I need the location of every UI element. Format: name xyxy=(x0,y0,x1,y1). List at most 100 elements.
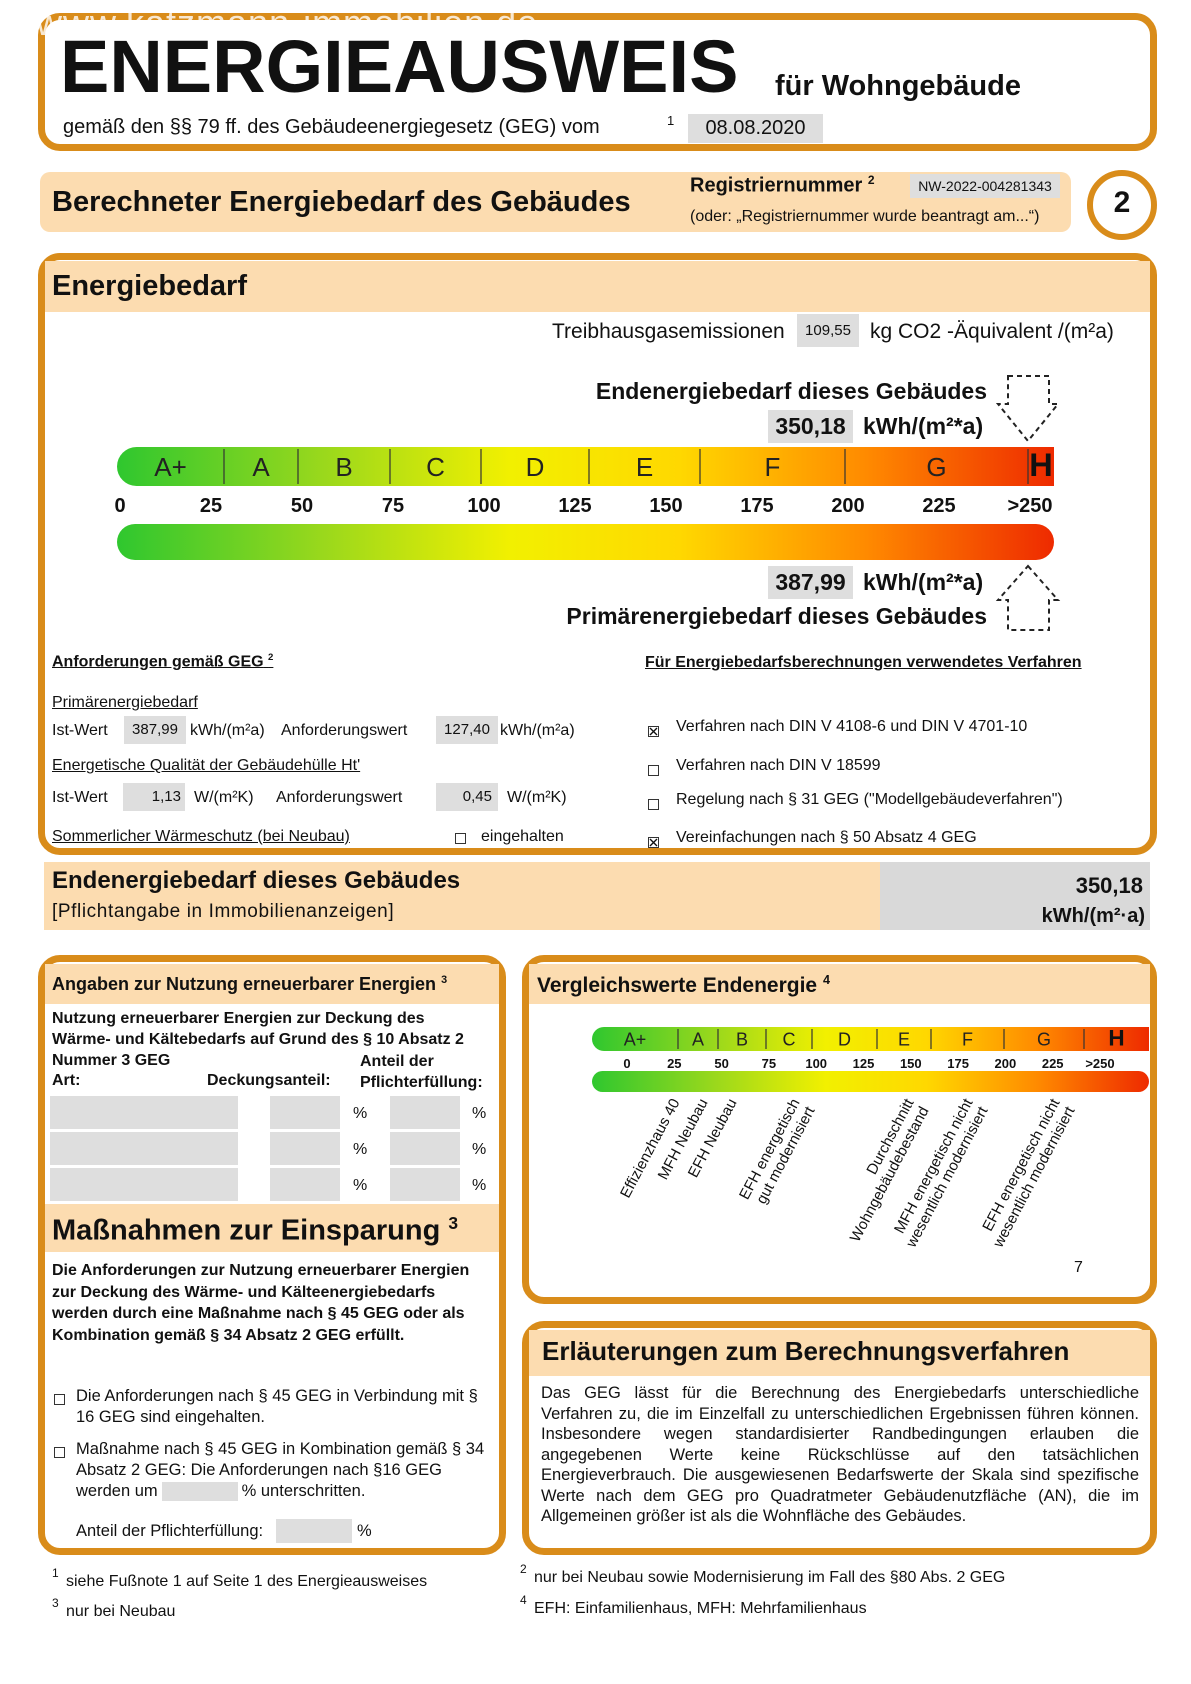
measures-band xyxy=(45,1204,499,1252)
registration-field xyxy=(910,174,1060,198)
final-energy-unit: kWh/(m²·a) xyxy=(1041,905,1145,927)
final-energy-unit: kWh/(m²*a) xyxy=(863,413,984,439)
option-label: Vereinfachungen nach § 50 Absatz 4 GEG xyxy=(676,829,977,846)
page-number: 2 xyxy=(1113,186,1131,219)
measures-intro: Die Anforderungen zur Nutzung erneuerbar… xyxy=(52,1262,470,1344)
emissions-field xyxy=(797,314,859,347)
option-label: Verfahren nach DIN V 4108-6 und DIN V 47… xyxy=(676,718,1028,735)
page-circle xyxy=(1087,170,1157,240)
unit: kWh/(m²a) xyxy=(500,722,575,739)
option-text: % unterschritten. xyxy=(241,1482,366,1500)
checkbox xyxy=(648,799,659,810)
share-field xyxy=(270,1132,340,1165)
energy-demand-band xyxy=(45,261,1150,312)
renewables-box xyxy=(38,955,506,1555)
comparison-band xyxy=(529,964,1150,1004)
footnote-text: siehe Fußnote 1 auf Seite 1 des Energiea… xyxy=(66,1573,428,1590)
footnote-marker: 3 xyxy=(52,1596,59,1610)
emissions-value: 109,55 xyxy=(805,322,851,339)
type-label: Art: xyxy=(52,1072,81,1089)
renewables-intro: Nutzung erneuerbarer Energien zur Deckun… xyxy=(52,1010,464,1069)
certificate-title: ENERGIEAUSWEIS xyxy=(60,25,739,108)
unit: % xyxy=(472,1177,487,1194)
header-box xyxy=(38,13,1157,151)
energy-demand-box xyxy=(38,253,1157,855)
primary-actual-value: 387,99 xyxy=(132,721,178,738)
final-energy-field xyxy=(768,410,853,443)
type-field xyxy=(50,1096,238,1129)
option-label: Die Anforderungen nach § 45 GEG in Verbi… xyxy=(76,1387,478,1426)
section-title: Erläuterungen zum Berechnungsverfahren xyxy=(542,1336,1070,1366)
subheading: Primärenergiebedarf xyxy=(52,694,198,711)
footnote-ref: 2 xyxy=(268,652,274,663)
certificate-subtitle: für Wohngebäude xyxy=(775,70,1021,102)
section-title: Maßnahmen zur Einsparung 3 xyxy=(52,1213,459,1247)
methods-title: Für Energiebedarfsberechnungen verwendet… xyxy=(645,654,1082,671)
unit: % xyxy=(353,1141,368,1158)
footnote-text: nur bei Neubau xyxy=(66,1603,176,1620)
value-field xyxy=(436,783,498,811)
final-energy-value: 350,18 xyxy=(775,413,846,439)
footnote-marker: 4 xyxy=(520,1593,527,1607)
emissions-unit: kg CO2 -Äquivalent /(m²a) xyxy=(870,320,1114,343)
checkbox xyxy=(648,765,659,776)
primary-energy-label: Primärenergiebedarf dieses Gebäudes xyxy=(566,603,987,629)
footnote-ref: 2 xyxy=(867,173,875,187)
explanation-box xyxy=(522,1321,1157,1555)
compliance-field xyxy=(276,1519,352,1543)
final-energy-note: [Pflichtangabe in Immobilienanzeigen] xyxy=(52,901,395,922)
unit: kWh/(m²a) xyxy=(190,722,265,739)
label: Ist-Wert xyxy=(52,722,108,739)
primary-required-value: 127,40 xyxy=(444,721,490,738)
unit: W/(m²K) xyxy=(507,789,567,806)
watermark: www.katzmann-immobilien.de xyxy=(36,2,539,43)
checkbox xyxy=(455,833,466,844)
registration-label: Registriernummer 2 xyxy=(690,173,875,197)
option-label: Verfahren nach DIN V 18599 xyxy=(676,757,881,774)
section-title: Vergleichswerte Endenergie 4 xyxy=(537,973,830,997)
footnote-ref: 3 xyxy=(448,1213,459,1233)
option-label: Regelung nach § 31 GEG ("Modellgebäudeve… xyxy=(676,791,1063,808)
final-energy-value: 350,18 xyxy=(1075,873,1143,898)
section-title: Energiebedarf xyxy=(52,270,247,302)
footnote-text: EFH: Einfamilienhaus, MFH: Mehrfamilienh… xyxy=(534,1600,867,1617)
unit: % xyxy=(353,1105,368,1122)
banner-title: Berechneter Energiebedarf des Gebäudes xyxy=(52,186,631,218)
option-label: Maßnahme nach § 45 GEG in Kombination ge… xyxy=(76,1439,491,1502)
section-title: Angaben zur Nutzung erneuerbarer Energie… xyxy=(52,974,448,994)
compliance-field xyxy=(390,1132,460,1165)
checkbox xyxy=(54,1394,65,1405)
renewables-band xyxy=(45,964,499,1004)
compliance-field xyxy=(390,1096,460,1129)
unit: % xyxy=(357,1522,372,1540)
type-field xyxy=(50,1168,238,1201)
issue-date: 08.08.2020 xyxy=(705,117,806,139)
share-field xyxy=(270,1168,340,1201)
unit: % xyxy=(472,1141,487,1158)
label: Anforderungswert xyxy=(276,789,403,806)
label: Ist-Wert xyxy=(52,789,108,806)
inline-field xyxy=(161,1482,238,1502)
label: Anforderungswert xyxy=(281,722,408,739)
envelope-required-value: 0,45 xyxy=(462,788,492,805)
compliance-label: Anteil der Pflichterfüllung: xyxy=(360,1053,483,1091)
unit: % xyxy=(353,1177,368,1194)
unit: % xyxy=(472,1105,487,1122)
final-energy-value-field xyxy=(880,862,1150,930)
checkbox-checked xyxy=(648,726,659,737)
final-energy-title: Endenergiebedarf dieses Gebäudes xyxy=(52,867,461,894)
emissions-label: Treibhausgasemissionen xyxy=(552,320,785,343)
option-label: eingehalten xyxy=(481,828,564,845)
value-field xyxy=(123,783,185,811)
requirements-title: Anforderungen gemäß GEG 2 xyxy=(52,652,274,671)
footnote-ref: 7 xyxy=(1074,1259,1083,1276)
value-field xyxy=(436,716,498,744)
envelope-actual-value: 1,13 xyxy=(151,788,181,805)
registration-hint: (oder: „Registriernummer wurde beantragt… xyxy=(690,208,1040,225)
final-energy-label: Endenergiebedarf dieses Gebäudes xyxy=(595,378,987,404)
banner xyxy=(40,172,1071,232)
value-field xyxy=(124,716,186,744)
option-text: Maßnahme nach § 45 GEG in Kombination ge… xyxy=(76,1440,485,1500)
compliance-field xyxy=(390,1168,460,1201)
footnote-marker: 1 xyxy=(52,1566,59,1580)
